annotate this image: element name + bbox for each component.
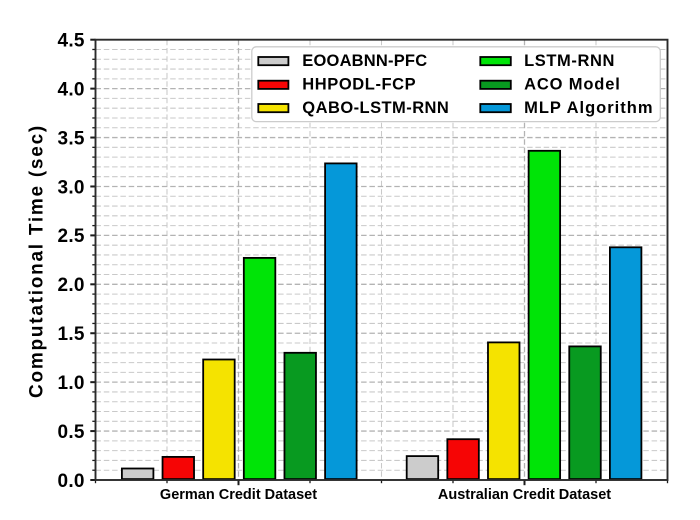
svg-text:QABO-LSTM-RNN: QABO-LSTM-RNN — [302, 99, 449, 117]
svg-text:3.0: 3.0 — [57, 177, 84, 198]
svg-text:Australian Credit Dataset: Australian Credit Dataset — [438, 487, 611, 503]
svg-text:1.0: 1.0 — [57, 373, 84, 394]
svg-text:4.0: 4.0 — [57, 79, 84, 100]
svg-text:Computational Time (sec): Computational Time (sec) — [26, 124, 47, 398]
svg-text:0.5: 0.5 — [57, 422, 84, 443]
svg-text:EOOABNN-PFC: EOOABNN-PFC — [302, 52, 427, 70]
svg-text:ACO Model: ACO Model — [524, 76, 621, 94]
svg-text:0.0: 0.0 — [57, 471, 84, 492]
svg-text:4.5: 4.5 — [57, 31, 84, 52]
svg-text:2.5: 2.5 — [57, 226, 84, 247]
svg-text:3.5: 3.5 — [57, 128, 84, 149]
svg-text:MLP Algorithm: MLP Algorithm — [524, 99, 653, 117]
svg-text:2.0: 2.0 — [57, 275, 84, 296]
svg-text:LSTM-RNN: LSTM-RNN — [524, 52, 615, 70]
svg-text:HHPODL-FCP: HHPODL-FCP — [302, 76, 416, 94]
svg-text:German Credit Dataset: German Credit Dataset — [160, 487, 317, 503]
svg-text:1.5: 1.5 — [57, 324, 84, 345]
